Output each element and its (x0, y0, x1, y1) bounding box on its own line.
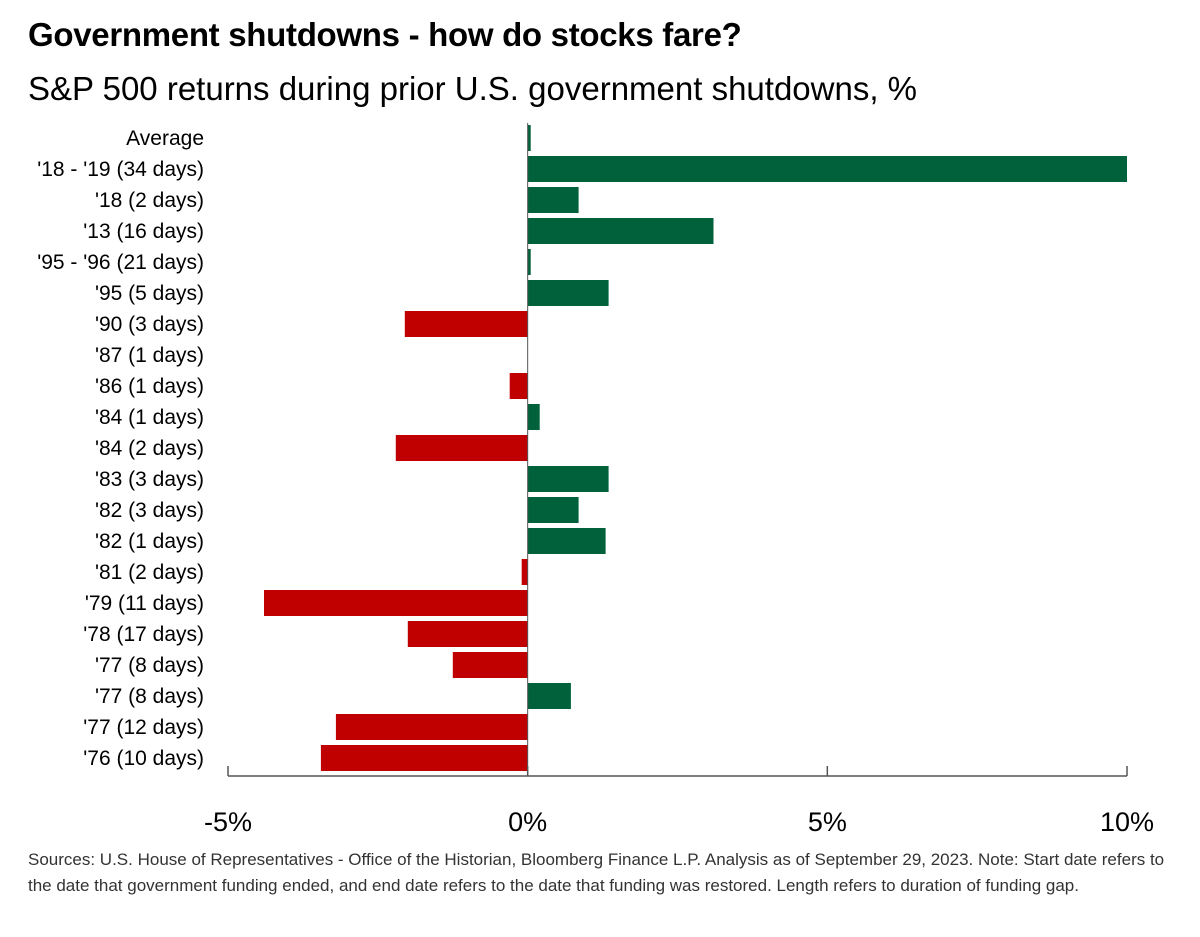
category-label-14: '81 (2 days) (95, 561, 204, 584)
category-label-19: '77 (12 days) (83, 716, 204, 739)
bar-16 (407, 621, 528, 647)
bar-17 (452, 652, 528, 678)
bar-chart: Average '18 - '19 (34 days) '18 (2 days) '1… (37, 123, 1154, 837)
bar-3 (527, 218, 714, 244)
category-label-9: '84 (1 days) (95, 406, 204, 429)
bars-group (264, 125, 1127, 771)
bar-5 (527, 280, 609, 306)
bar-15 (264, 590, 528, 616)
category-label-8: '86 (1 days) (95, 375, 204, 398)
x-tick-label-0: -5% (204, 807, 252, 837)
category-label-5: '95 (5 days) (95, 282, 204, 305)
category-label-20: '76 (10 days) (83, 747, 204, 770)
bar-8 (509, 373, 528, 399)
bar-2 (527, 187, 579, 213)
bar-12 (527, 497, 579, 523)
bar-10 (395, 435, 528, 461)
bar-18 (527, 683, 571, 709)
bar-11 (527, 466, 609, 492)
category-label-2: '18 (2 days) (95, 189, 204, 212)
category-label-15: '79 (11 days) (85, 592, 204, 615)
x-tick-label-3: 10% (1100, 807, 1154, 837)
category-label-16: '78 (17 days) (83, 623, 204, 646)
category-label-10: '84 (2 days) (95, 437, 204, 460)
category-label-1: '18 - '19 (34 days) (37, 158, 204, 181)
x-tick-label-1: 0% (508, 807, 547, 837)
bar-0 (527, 125, 531, 151)
category-label-6: '90 (3 days) (95, 313, 204, 336)
bar-6 (404, 311, 528, 337)
bar-14 (521, 559, 528, 585)
footnote: Sources: U.S. House of Representatives -… (28, 850, 1165, 895)
chart-title: Government shutdowns - how do stocks far… (28, 16, 742, 53)
category-labels: Average '18 - '19 (34 days) '18 (2 days) '1… (37, 127, 204, 770)
bar-13 (527, 528, 606, 554)
bar-1 (527, 156, 1127, 182)
chart-subtitle: S&P 500 returns during prior U.S. govern… (28, 70, 918, 107)
category-label-13: '82 (1 days) (95, 530, 204, 553)
bar-4 (527, 249, 531, 275)
bar-19 (335, 714, 528, 740)
category-label-18: '77 (8 days) (95, 685, 204, 708)
category-label-3: '13 (16 days) (83, 220, 204, 243)
bar-20 (320, 745, 528, 771)
category-label-11: '83 (3 days) (95, 468, 204, 491)
category-label-7: '87 (1 days) (95, 344, 204, 367)
x-axis: -5% 0% 5% 10% (204, 123, 1154, 837)
category-label-12: '82 (3 days) (95, 499, 204, 522)
category-label-0: Average (126, 127, 204, 150)
bar-9 (527, 404, 540, 430)
x-tick-label-2: 5% (808, 807, 847, 837)
category-label-17: '77 (8 days) (95, 654, 204, 677)
category-label-4: '95 - '96 (21 days) (37, 251, 204, 274)
